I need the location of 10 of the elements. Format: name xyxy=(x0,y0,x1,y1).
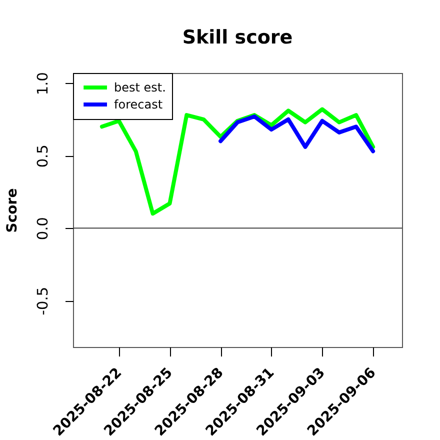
chart-title: Skill score xyxy=(182,26,293,49)
y-tick-label: 0.0 xyxy=(36,217,52,240)
y-axis-title: Score xyxy=(4,188,20,233)
line-series xyxy=(218,114,376,154)
line-series xyxy=(100,107,376,216)
y-tick-label: 1.0 xyxy=(36,72,52,96)
y-tick-label: -0.5 xyxy=(36,286,52,316)
y-tick-label: 0.5 xyxy=(36,144,52,168)
legend-label: forecast xyxy=(114,98,163,112)
legend-label: best est. xyxy=(114,80,166,94)
